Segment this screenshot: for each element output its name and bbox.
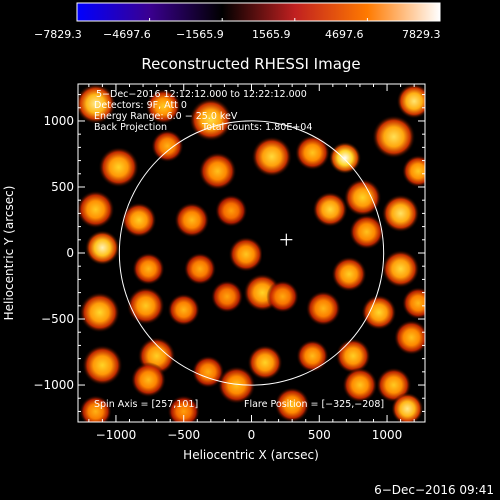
x-tick-label: 0 bbox=[248, 428, 256, 442]
footer-timestamp: 6−Dec−2016 09:41 bbox=[374, 483, 494, 497]
heatmap-blob bbox=[251, 136, 293, 177]
colorbar-gradient bbox=[76, 2, 441, 22]
mask-block bbox=[261, 228, 313, 266]
heatmap-blob bbox=[274, 387, 310, 422]
heatmap-blob bbox=[342, 367, 378, 403]
heatmap-blob bbox=[328, 141, 362, 175]
heatmap-image bbox=[78, 84, 425, 422]
heatmap-blob bbox=[78, 84, 116, 125]
colorbar-tick-label: −1565.9 bbox=[176, 28, 224, 41]
heatmap-blob bbox=[174, 202, 210, 238]
heatmap-blob bbox=[401, 154, 425, 188]
heatmap-blob bbox=[167, 293, 200, 327]
heatmap-blob bbox=[130, 362, 167, 398]
heatmap-blob bbox=[381, 249, 420, 288]
y-tick-label: 1000 bbox=[43, 114, 74, 128]
y-tick-label: 0 bbox=[66, 246, 74, 260]
heatmap-blob bbox=[84, 230, 121, 266]
x-tick-label: 1000 bbox=[372, 428, 403, 442]
chart-title: Reconstructed RHESSI Image bbox=[141, 55, 360, 73]
annotation-flare-position: Flare Position = [−325,−208] bbox=[244, 399, 384, 410]
heatmap-blob bbox=[343, 178, 382, 217]
heatmap-blob bbox=[247, 344, 283, 381]
heatmap-blob bbox=[78, 190, 115, 229]
heatmap-blob bbox=[214, 194, 248, 228]
heatmap-blob bbox=[79, 292, 121, 333]
colorbar-tick-label: 1565.9 bbox=[252, 28, 291, 41]
heatmap-blob bbox=[381, 194, 420, 233]
annotation-energy-range: Energy Range: 6.0 − 25.0 keV bbox=[94, 111, 238, 122]
heatmap-blob bbox=[372, 115, 416, 159]
heatmap-blob bbox=[296, 339, 329, 373]
heatmap-blob bbox=[98, 146, 139, 188]
y-axis: −1000 −500 0 500 1000 bbox=[33, 94, 425, 412]
plot-annotations: 5−Dec−2016 12:12:12.000 to 12:22:12.000 … bbox=[94, 89, 384, 410]
heatmap-blob bbox=[349, 214, 385, 250]
colorbar-ticks bbox=[76, 18, 441, 21]
heatmap-blob bbox=[183, 252, 217, 286]
x-axis-label: Heliocentric X (arcsec) bbox=[183, 448, 319, 462]
heatmap-blob bbox=[312, 191, 348, 228]
annotation-detectors: Detectors: 9F, Att 0 bbox=[94, 100, 187, 111]
spin-axis-marker bbox=[280, 233, 293, 246]
y-tick-label: −500 bbox=[41, 312, 74, 326]
solar-limb-circle bbox=[118, 120, 385, 386]
heatmap-blob bbox=[331, 256, 367, 292]
annotation-time-range: 5−Dec−2016 12:12:12.000 to 12:22:12.000 bbox=[96, 89, 307, 100]
heatmap-blob bbox=[198, 152, 237, 191]
colorbar-tick-label: −7829.3 bbox=[34, 28, 82, 41]
heatmap-blob bbox=[121, 202, 157, 238]
heatmap-blob bbox=[401, 286, 425, 320]
heatmap-blob bbox=[167, 395, 200, 422]
heatmap-blob bbox=[217, 366, 256, 405]
colorbar-tick-label: −4697.6 bbox=[103, 28, 151, 41]
heatmap-blob bbox=[210, 280, 244, 313]
colorbar-tick-label: 4697.6 bbox=[325, 28, 364, 41]
heatmap-blob bbox=[82, 344, 123, 386]
annotation-total-counts: Total counts: 1.80E+04 bbox=[201, 122, 312, 133]
heatmap-blob bbox=[393, 319, 425, 356]
x-tick-label: 500 bbox=[308, 428, 331, 442]
heatmap-blob bbox=[305, 290, 341, 327]
heatmap-blob bbox=[145, 88, 182, 125]
y-tick-label: −1000 bbox=[33, 378, 74, 392]
heatmap-blob bbox=[132, 252, 165, 286]
annotation-spin-axis: Spin Axis = [257,101] bbox=[94, 399, 198, 410]
colorbar-tick-label: 7829.3 bbox=[402, 28, 441, 41]
heatmap-blob bbox=[79, 395, 112, 422]
heatmap-blob bbox=[151, 129, 184, 163]
x-tick-label: −1000 bbox=[96, 428, 137, 442]
heatmap-blob bbox=[189, 97, 233, 142]
x-tick-label: −500 bbox=[167, 428, 200, 442]
center-mask bbox=[261, 228, 313, 266]
y-axis-label: Heliocentric Y (arcsec) bbox=[2, 186, 16, 321]
y-tick-label: 500 bbox=[51, 180, 74, 194]
x-axis: −1000 −500 0 500 1000 bbox=[88, 84, 415, 442]
heatmap-blob bbox=[361, 294, 397, 331]
heatmap-blob bbox=[126, 286, 165, 325]
heatmap-blob bbox=[266, 280, 299, 313]
heatmap-blob bbox=[396, 84, 425, 119]
heatmap-blob bbox=[228, 236, 264, 272]
heatmap-blob bbox=[391, 392, 424, 422]
annotation-method: Back Projection bbox=[94, 122, 167, 133]
colorbar: −7829.3 −4697.6 −1565.9 1565.9 4697.6 78… bbox=[34, 2, 441, 41]
heatmap-blob bbox=[294, 135, 331, 171]
